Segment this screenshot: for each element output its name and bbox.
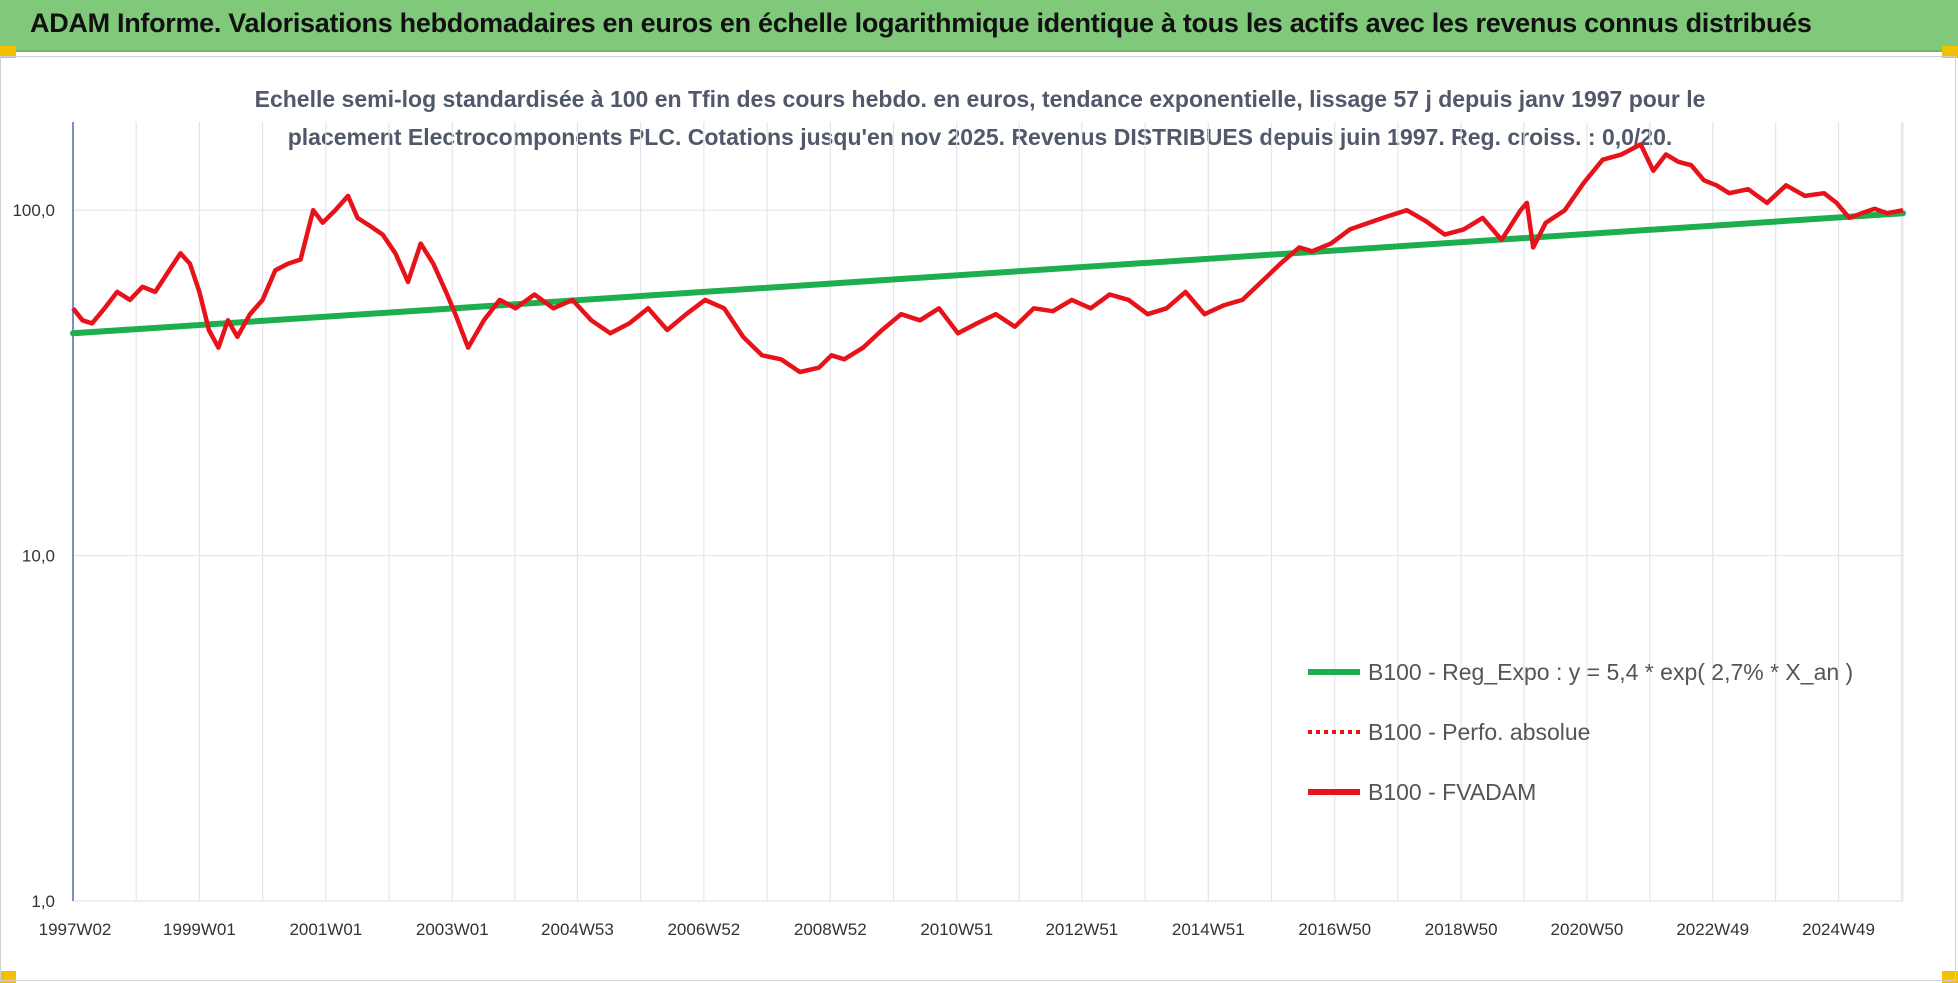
x-tick-label: 2022W49: [1676, 920, 1749, 939]
x-tick-label: 1997W02: [39, 920, 112, 939]
legend-label: B100 - Reg_Expo : y = 5,4 * exp( 2,7% * …: [1368, 659, 1853, 685]
y-tick-label: 100,0: [12, 201, 55, 220]
x-tick-label: 2008W52: [794, 920, 867, 939]
chart-frame: [0, 56, 1956, 981]
title-banner: ADAM Informe. Valorisations hebdomadaire…: [0, 0, 1958, 52]
x-tick-label: 2006W52: [667, 920, 740, 939]
x-tick-label: 2001W01: [289, 920, 362, 939]
x-tick-label: 2003W01: [416, 920, 489, 939]
corner-mark-top-left: [0, 46, 16, 58]
x-tick-label: 2004W53: [541, 920, 614, 939]
corner-mark-top-right: [1942, 46, 1958, 58]
series-line-reg-expo: [70, 210, 1906, 337]
x-tick-label: 2012W51: [1045, 920, 1118, 939]
y-tick-label: 10,0: [22, 547, 55, 566]
legend-label: B100 - Perfo. absolue: [1368, 719, 1590, 745]
legend-label: B100 - FVADAM: [1368, 779, 1536, 805]
x-tick-label: 2020W50: [1551, 920, 1624, 939]
chart-title-line-1: Echelle semi-log standardisée à 100 en T…: [254, 86, 1706, 112]
x-tick-label: 2024W49: [1802, 920, 1875, 939]
series-line-fvadam: [71, 142, 1904, 375]
y-tick-label: 1,0: [31, 892, 55, 911]
x-tick-label: 2014W51: [1172, 920, 1245, 939]
chart-title-line-2: placement Electrocomponents PLC. Cotatio…: [287, 124, 1673, 150]
x-tick-label: 2016W50: [1298, 920, 1371, 939]
x-tick-label: 1999W01: [163, 920, 236, 939]
x-tick-label: 2010W51: [920, 920, 993, 939]
banner-title: ADAM Informe. Valorisations hebdomadaire…: [30, 8, 1812, 38]
x-tick-label: 2018W50: [1425, 920, 1498, 939]
